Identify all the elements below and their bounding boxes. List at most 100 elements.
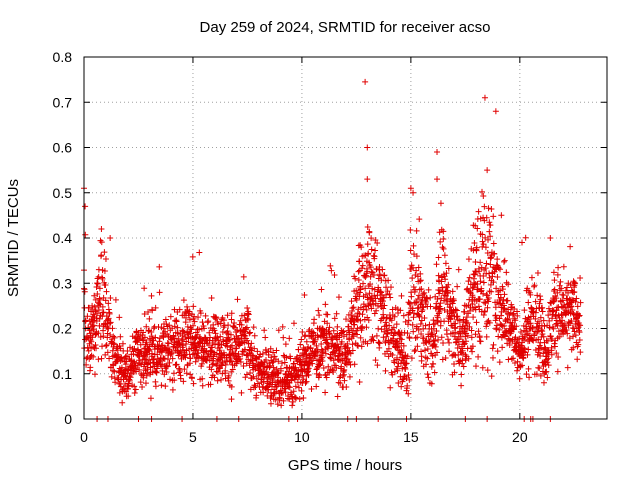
data-point (445, 290, 452, 297)
data-point (440, 339, 447, 346)
data-point (462, 357, 469, 364)
data-point (309, 360, 316, 367)
data-point (569, 307, 576, 314)
data-point (399, 349, 406, 356)
data-point (211, 327, 218, 334)
data-point (480, 290, 487, 297)
data-point (560, 263, 567, 270)
data-point (474, 280, 481, 287)
data-point (243, 371, 250, 378)
data-point (497, 287, 504, 294)
data-point (217, 320, 224, 327)
data-point (460, 341, 467, 348)
data-point (302, 332, 309, 339)
data-point (186, 316, 193, 323)
data-point (476, 296, 483, 303)
data-point (421, 289, 428, 296)
data-point (543, 368, 550, 375)
data-point (89, 334, 96, 341)
data-point (513, 323, 520, 330)
data-point (505, 356, 512, 363)
data-point (373, 307, 380, 314)
data-point (551, 277, 558, 284)
data-point (470, 284, 477, 291)
data-point (330, 369, 337, 376)
data-point (92, 341, 99, 348)
data-point (90, 322, 97, 329)
data-point (362, 78, 369, 85)
data-point (540, 350, 547, 357)
data-point (237, 359, 244, 366)
data-point (238, 389, 245, 396)
data-point (156, 338, 163, 345)
data-point (430, 360, 437, 367)
data-point (250, 324, 257, 331)
data-point (188, 375, 195, 382)
data-point (486, 319, 493, 326)
data-point (454, 313, 461, 320)
data-point (434, 296, 441, 303)
data-point (177, 347, 184, 354)
data-point (545, 362, 552, 369)
data-point (90, 353, 97, 360)
data-point (330, 327, 337, 334)
data-point (421, 314, 428, 321)
data-point (477, 278, 484, 285)
data-point (545, 305, 552, 312)
data-point (464, 320, 471, 327)
data-point (259, 350, 266, 357)
data-point (365, 250, 372, 257)
data-point (218, 341, 225, 348)
data-point (418, 348, 425, 355)
data-point (453, 307, 460, 314)
x-tick-label: 0 (80, 429, 88, 445)
data-point (566, 335, 573, 342)
data-point (148, 333, 155, 340)
data-point (152, 383, 159, 390)
data-point (404, 330, 411, 337)
data-point (415, 264, 422, 271)
data-point (144, 370, 151, 377)
data-point (368, 268, 375, 275)
data-point (473, 319, 480, 326)
data-point (131, 390, 138, 397)
data-point (487, 233, 494, 240)
data-point (204, 319, 211, 326)
data-point (286, 384, 293, 391)
data-point (289, 402, 296, 409)
data-point (319, 358, 326, 365)
data-point (110, 367, 117, 374)
data-point (244, 337, 251, 344)
data-point (320, 364, 327, 371)
data-point (99, 303, 106, 310)
data-point (208, 366, 215, 373)
data-point (173, 361, 180, 368)
gridlines (84, 57, 607, 419)
data-point (190, 303, 197, 310)
data-point (406, 376, 413, 383)
data-point (192, 358, 199, 365)
x-axis-tick-labels: 0 5 10 15 20 (80, 429, 528, 445)
data-point (347, 361, 354, 368)
data-point (122, 353, 129, 360)
data-point (428, 380, 435, 387)
data-point (577, 299, 584, 306)
data-point (431, 369, 438, 376)
data-point (516, 375, 523, 382)
data-point (350, 318, 357, 325)
data-point (212, 314, 219, 321)
data-point (482, 244, 489, 251)
data-point (424, 295, 431, 302)
data-point (394, 363, 401, 370)
data-point (462, 333, 469, 340)
data-point (228, 396, 235, 403)
data-point (559, 317, 566, 324)
data-point (482, 265, 489, 272)
data-point (431, 341, 438, 348)
data-point (547, 333, 554, 340)
data-point (258, 359, 265, 366)
data-point (466, 274, 473, 281)
data-point (108, 373, 115, 380)
data-point (261, 327, 268, 334)
data-point (203, 357, 210, 364)
